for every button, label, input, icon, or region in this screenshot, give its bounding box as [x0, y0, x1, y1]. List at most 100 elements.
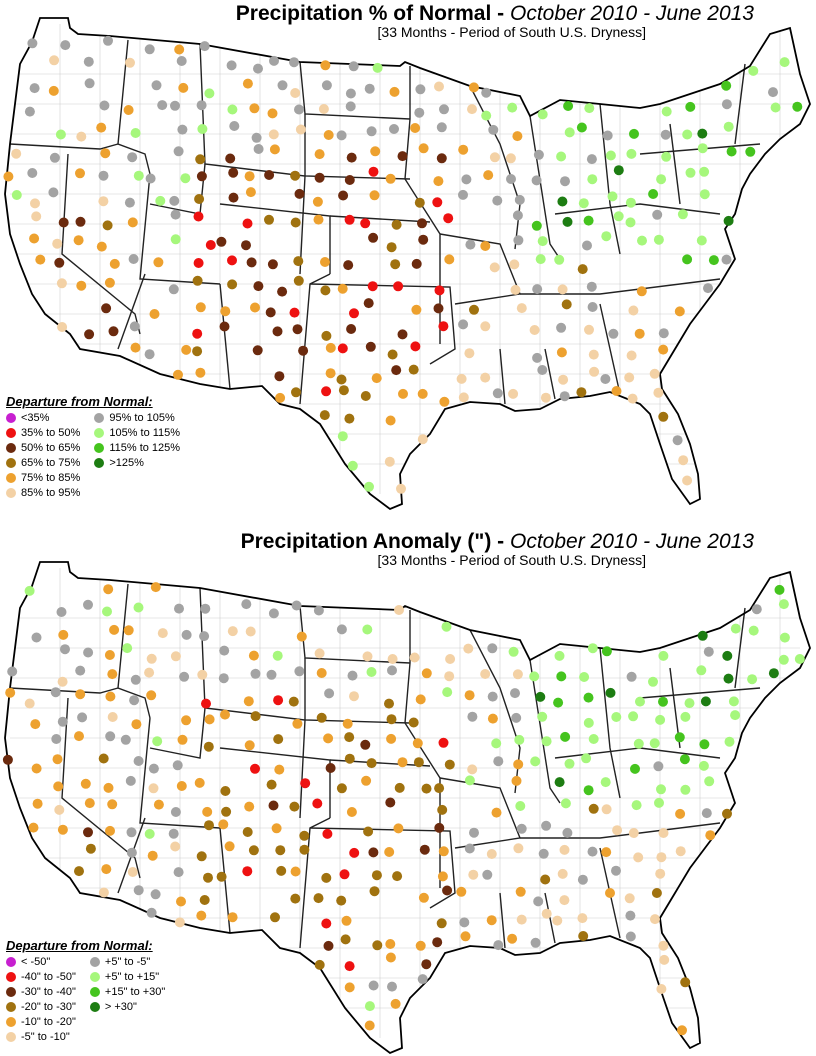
legend-swatch [89, 957, 100, 967]
station-dot [320, 60, 331, 71]
legend-label: >125% [109, 457, 144, 469]
station-dot [321, 872, 332, 883]
station-dot [658, 940, 669, 951]
station-dot [313, 605, 324, 616]
station-dot [654, 797, 664, 808]
legend-item: -40" to -50" [6, 971, 76, 983]
station-dot [656, 984, 667, 994]
station-dot [242, 827, 253, 837]
station-dot [83, 647, 94, 658]
station-dot [652, 209, 663, 220]
station-dot [147, 850, 158, 861]
station-dot [393, 281, 404, 292]
station-dot [77, 712, 88, 723]
station-dot [192, 328, 203, 339]
station-dot [412, 738, 423, 749]
station-dot [181, 715, 192, 726]
legend-item: +15" to +30" [89, 986, 165, 998]
station-dot [488, 124, 499, 135]
station-dot [433, 176, 444, 187]
station-dot [605, 150, 616, 161]
station-dot [11, 190, 22, 200]
station-dot [625, 910, 636, 921]
station-dot [176, 781, 187, 791]
station-dot [24, 106, 35, 117]
station-dot [264, 170, 275, 180]
station-dot [530, 937, 541, 948]
station-dot [313, 214, 324, 225]
station-dot [104, 650, 115, 660]
station-dot [225, 153, 236, 164]
station-dot [722, 808, 732, 819]
station-dot [558, 374, 569, 385]
station-dot [578, 931, 589, 941]
station-dot [348, 61, 359, 72]
legend-label: 50% to 65% [21, 442, 81, 454]
station-dot [418, 143, 429, 154]
station-dot [625, 931, 636, 942]
station-dot [7, 666, 18, 677]
station-dot [398, 388, 408, 399]
legend-label: < -50" [21, 956, 51, 968]
station-dot [193, 211, 204, 222]
legend-item: < -50" [6, 956, 76, 968]
station-dot [699, 189, 710, 200]
station-dot [144, 44, 155, 55]
station-dot [24, 698, 35, 709]
station-dot [537, 236, 548, 247]
station-dot [290, 88, 301, 98]
station-dot [339, 869, 350, 880]
station-dot [577, 264, 588, 275]
station-dot [768, 87, 778, 98]
station-dot [321, 330, 332, 341]
station-dot [410, 123, 421, 133]
station-dot [362, 651, 373, 662]
station-dot [397, 757, 408, 768]
title-main: Precipitation Anomaly (") - [240, 530, 510, 553]
station-dot [602, 130, 613, 141]
station-dot [577, 913, 588, 924]
station-dot [250, 763, 260, 774]
station-dot [177, 124, 188, 135]
station-dot [487, 713, 498, 724]
station-dot [514, 194, 525, 205]
station-dot [55, 129, 66, 140]
state-boundary [669, 123, 681, 205]
state-boundary [149, 163, 206, 215]
station-dot [271, 823, 282, 834]
station-dot [390, 259, 401, 270]
station-dot [32, 798, 43, 809]
station-dot [347, 670, 358, 681]
station-dot [173, 146, 184, 157]
station-dot [613, 165, 624, 176]
station-dot [107, 799, 118, 810]
station-dot [655, 868, 666, 879]
station-dot [125, 57, 135, 68]
station-dot [27, 168, 38, 178]
station-dot [389, 86, 400, 97]
state-boundary [304, 658, 411, 724]
station-dot [178, 82, 189, 93]
legend-item: +5" to -5" [89, 956, 165, 968]
legend-title: Departure from Normal: [6, 938, 153, 953]
station-dot [52, 754, 63, 765]
station-dot [384, 698, 394, 709]
station-dot [648, 189, 659, 199]
station-dot [387, 349, 398, 360]
station-dot [172, 760, 183, 771]
station-dot [294, 666, 305, 677]
panel-subtitle: [33 Months - Period of South U.S. Drynes… [377, 552, 646, 568]
station-dot [586, 154, 597, 165]
station-dot [148, 783, 159, 794]
station-dot [360, 391, 371, 401]
station-dot [721, 80, 732, 91]
station-dot [127, 152, 138, 163]
station-dot [408, 364, 419, 375]
station-dot [724, 736, 735, 747]
station-dot [626, 350, 637, 361]
station-dot [414, 197, 425, 208]
station-dot [314, 172, 325, 183]
legend-label: <35% [21, 412, 50, 424]
station-dot [708, 255, 719, 266]
station-dot [349, 847, 360, 858]
